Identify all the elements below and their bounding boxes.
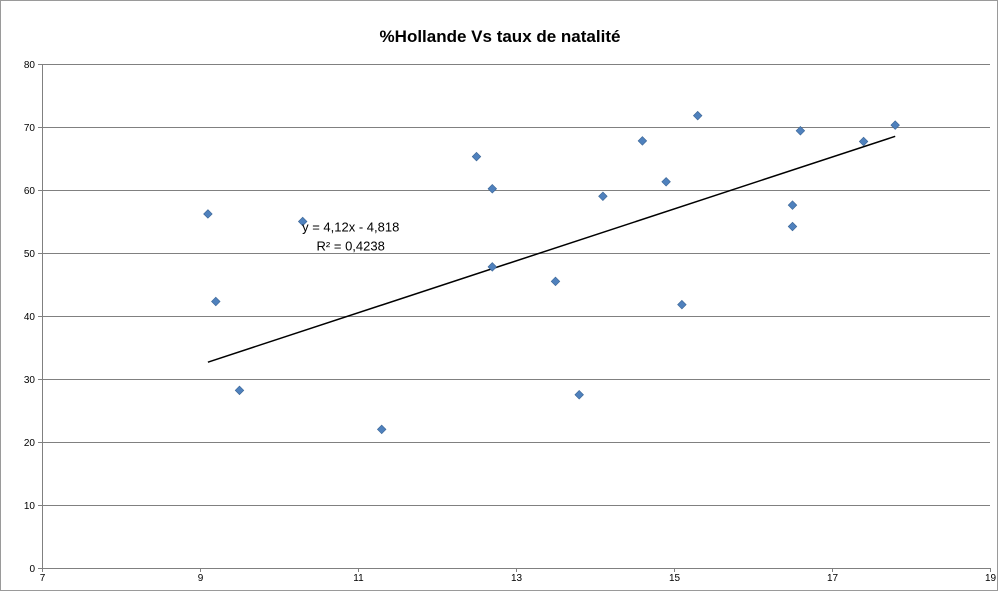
trendline-annotation: y = 4,12x - 4,818 R² = 0,4238 bbox=[302, 219, 399, 253]
data-point bbox=[574, 390, 584, 400]
data-point bbox=[858, 136, 869, 147]
gridlines bbox=[42, 64, 990, 506]
data-point bbox=[203, 209, 213, 219]
data-point bbox=[890, 120, 900, 130]
data-point bbox=[677, 299, 687, 310]
trendline-equation: y = 4,12x - 4,818 bbox=[302, 219, 399, 234]
y-tick-label: 70 bbox=[24, 123, 36, 134]
data-point bbox=[487, 184, 498, 194]
x-tick-label: 11 bbox=[353, 573, 364, 584]
y-tick-label: 20 bbox=[24, 438, 36, 449]
data-point bbox=[471, 151, 482, 162]
data-point bbox=[211, 296, 221, 307]
data-point bbox=[376, 424, 387, 435]
data-point bbox=[297, 216, 308, 227]
trendline-r-squared: R² = 0,4238 bbox=[317, 238, 385, 253]
x-tick-label: 9 bbox=[198, 573, 204, 584]
y-tick-label: 40 bbox=[24, 312, 36, 323]
y-tick-label: 30 bbox=[24, 375, 36, 386]
y-tick-label: 80 bbox=[24, 60, 36, 71]
data-point bbox=[787, 200, 798, 210]
data-point bbox=[637, 136, 648, 146]
data-point bbox=[487, 262, 498, 272]
trendline-group bbox=[207, 135, 896, 363]
x-tick-label: 15 bbox=[669, 573, 681, 584]
data-point bbox=[661, 177, 671, 187]
y-tick-label: 60 bbox=[24, 186, 36, 197]
data-point bbox=[598, 191, 608, 202]
data-point bbox=[787, 221, 798, 232]
axes: 0 10 20 30 40 50 60 70 80 7 9 11 13 15 17 19 bbox=[24, 60, 997, 584]
x-tick-label: 7 bbox=[40, 573, 46, 584]
y-tick-label: 0 bbox=[29, 564, 35, 575]
data-point bbox=[692, 110, 703, 121]
trendline bbox=[207, 135, 896, 363]
data-point bbox=[234, 385, 245, 396]
x-tick-label: 13 bbox=[511, 573, 523, 584]
data-point bbox=[550, 276, 561, 287]
y-tick-label: 10 bbox=[24, 501, 36, 512]
y-tick-label: 50 bbox=[24, 249, 36, 260]
chart-title: %Hollande Vs taux de natalité bbox=[380, 27, 621, 46]
x-tick-label: 17 bbox=[827, 573, 839, 584]
data-points bbox=[203, 110, 900, 435]
x-tick-label: 19 bbox=[985, 573, 997, 584]
data-point bbox=[795, 126, 806, 136]
